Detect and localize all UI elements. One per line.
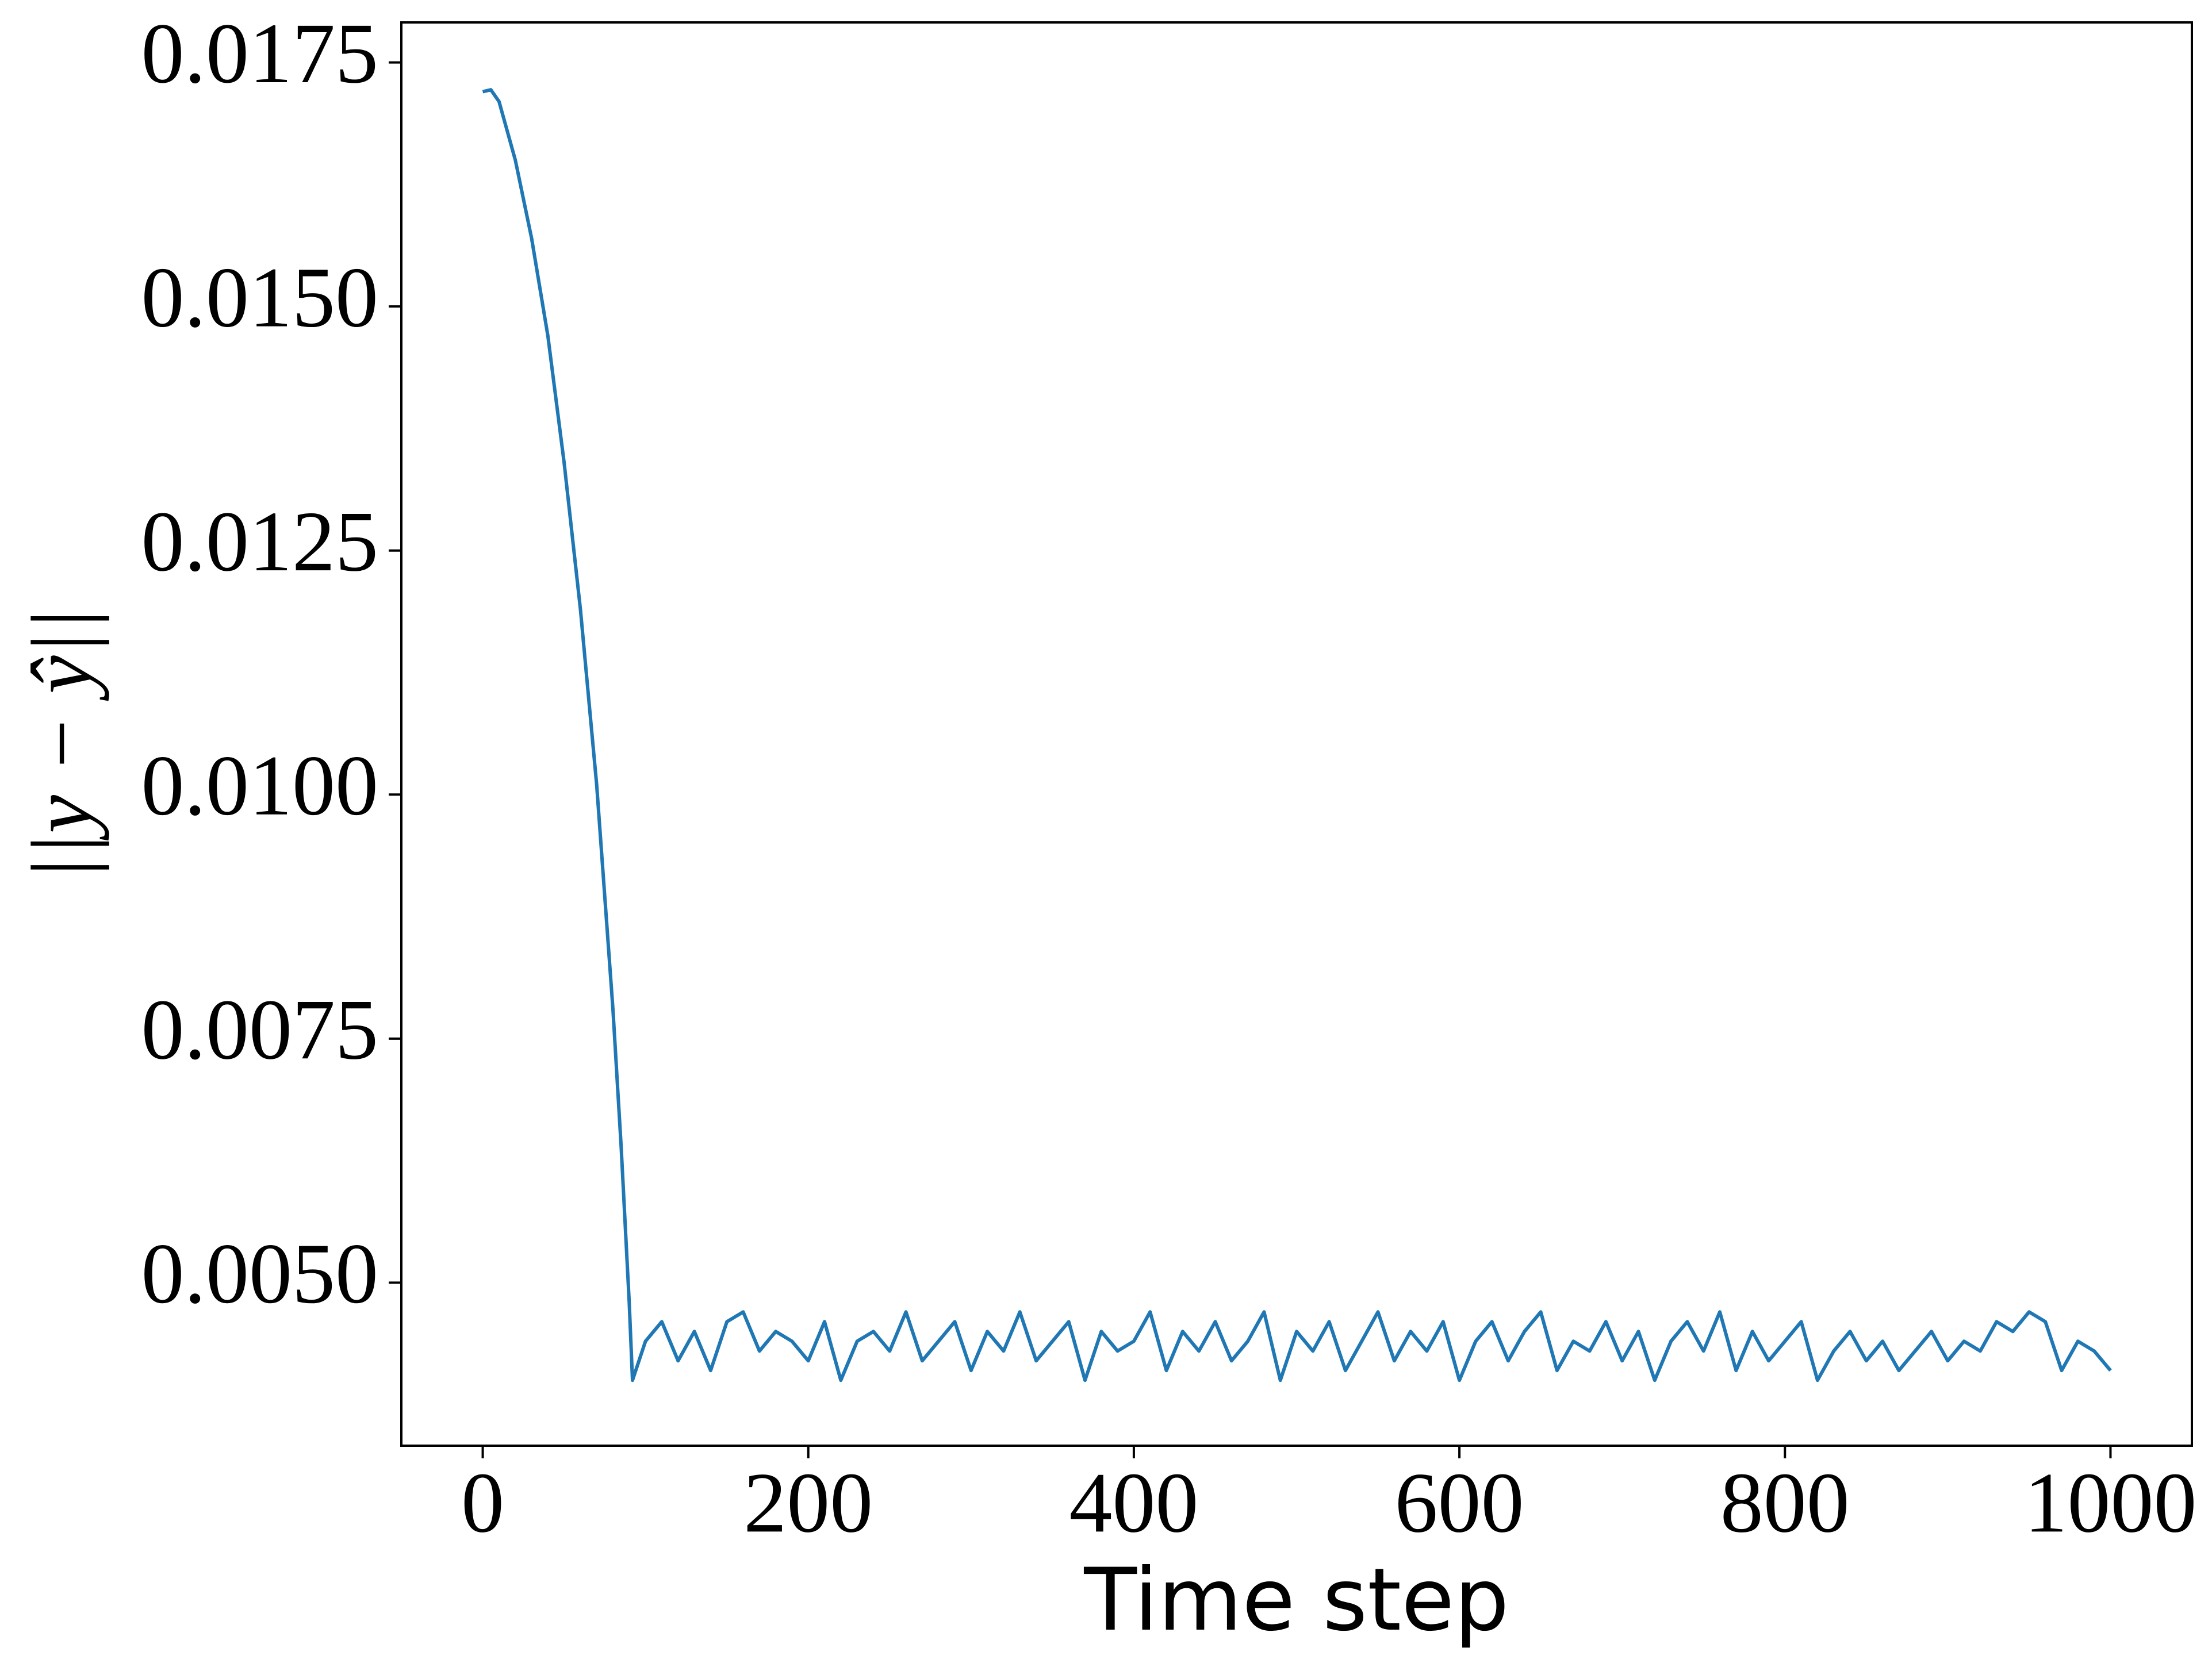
y-tick-label: 0.0150	[141, 250, 379, 345]
x-tick-label: 800	[1720, 1455, 1850, 1550]
x-tick-label: 0	[461, 1455, 504, 1550]
y-tick-label: 0.0125	[141, 494, 379, 589]
y-tick-label: 0.0100	[141, 738, 379, 834]
x-tick-label: 200	[743, 1455, 873, 1550]
plot-frame	[400, 21, 2193, 1447]
y-tick-label: 0.0175	[141, 6, 379, 101]
data-line	[482, 88, 2112, 1382]
x-tick-label: 400	[1069, 1455, 1198, 1550]
y-tick-label: 0.0050	[141, 1226, 379, 1322]
x-axis-label: Time step	[1083, 1550, 1509, 1650]
x-tick-label: 1000	[2024, 1455, 2196, 1550]
y-axis-label: ||y − ŷ||	[14, 608, 109, 881]
x-tick-label: 600	[1395, 1455, 1524, 1550]
y-tick-label: 0.0075	[141, 982, 379, 1077]
